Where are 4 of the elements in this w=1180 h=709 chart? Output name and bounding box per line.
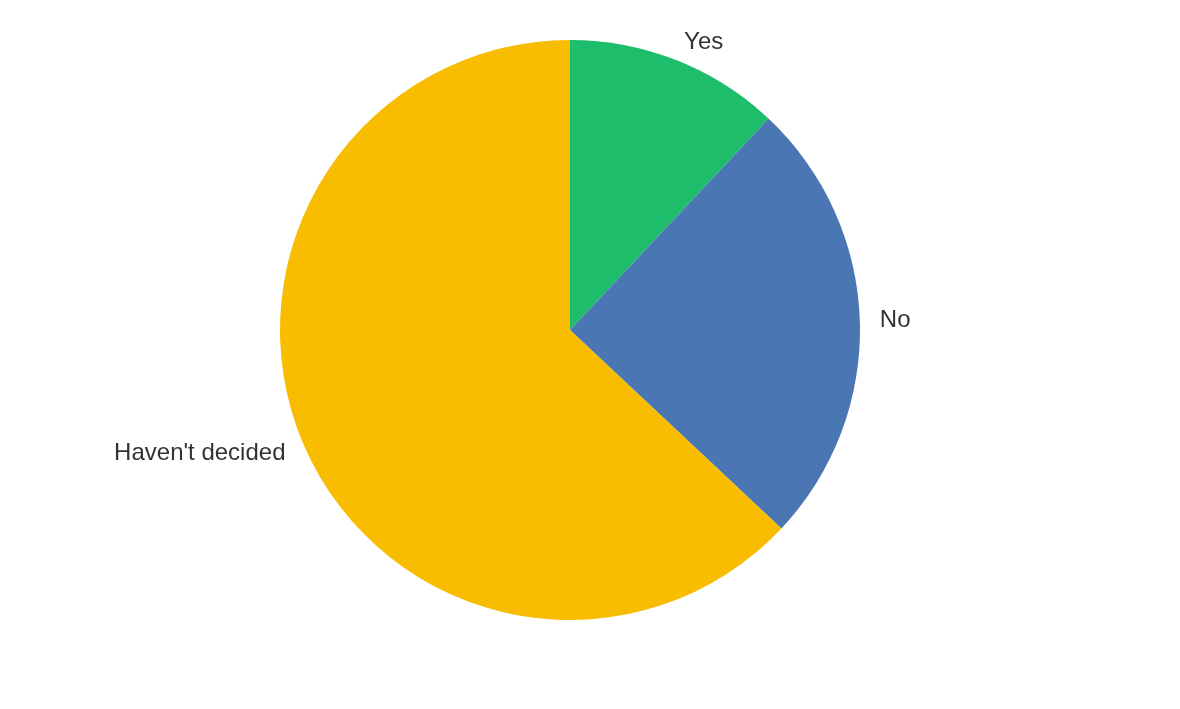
- slice-label: Haven't decided: [114, 438, 286, 466]
- slice-label: Yes: [684, 26, 724, 54]
- pie-slice: [570, 118, 860, 529]
- slice-label: No: [879, 305, 911, 333]
